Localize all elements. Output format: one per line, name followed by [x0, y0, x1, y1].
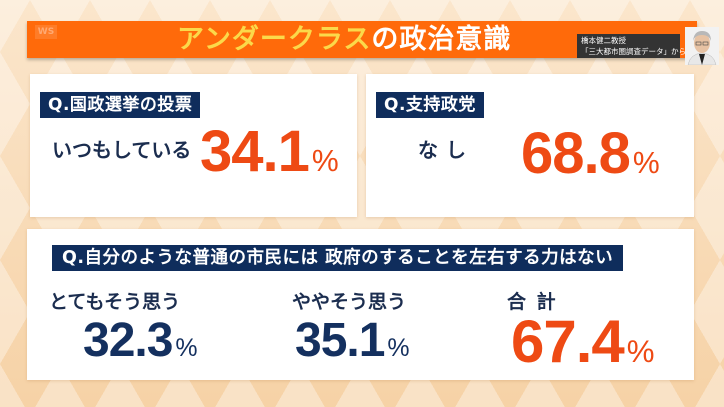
answer-label-somewhat-agree: ややそう思う [292, 291, 407, 313]
question-label: Q.支持政党 [376, 92, 484, 118]
title-accent: アンダークラス [177, 24, 372, 55]
credit-name: 橋本健二教授 [581, 36, 626, 45]
value-number: 32.3 [83, 314, 173, 367]
page-title: アンダークラスの政治意識 [177, 23, 511, 56]
title-banner: WS アンダークラスの政治意識 橋本健二教授 「三大都市圏調査データ」から [27, 21, 719, 65]
question-label: Q.自分のような普通の市民には 政府のすることを左右する力はない [52, 245, 624, 271]
news-logo: WS [35, 25, 57, 39]
percent-sign: % [632, 147, 660, 180]
value-number: 34.1 [200, 119, 310, 184]
source-credit: 橋本健二教授 「三大都市圏調査データ」から [577, 34, 686, 58]
percentage-value: 68.8% [521, 122, 660, 196]
answer-label-total: 合 計 [507, 291, 558, 313]
political-efficacy-panel: Q.自分のような普通の市民には 政府のすることを左右する力はない とてもそう思う… [27, 229, 694, 380]
value-number: 67.4 [511, 308, 625, 375]
percent-sign: % [175, 334, 198, 362]
question-label: Q.国政選挙の投票 [40, 92, 201, 118]
answer-label: いつもしている [52, 138, 192, 162]
title-rest: の政治意識 [371, 24, 512, 55]
value-number: 68.8 [521, 121, 631, 186]
value-number: 35.1 [295, 314, 385, 367]
answer-label-strongly-agree: とてもそう思う [49, 291, 181, 313]
party-support-panel: Q.支持政党 なし 68.8% [366, 74, 694, 217]
credit-source: 「三大都市圏調査データ」から [581, 47, 686, 56]
percent-sign: % [311, 145, 339, 178]
professor-portrait [685, 27, 719, 65]
percent-sign: % [387, 334, 410, 362]
voting-panel: Q.国政選挙の投票 いつもしている 34.1% [30, 74, 357, 217]
percent-sign: % [626, 334, 655, 369]
total-value: 67.4% [511, 309, 655, 385]
somewhat-agree-value: 35.1% [295, 314, 410, 375]
answer-label: なし [418, 138, 474, 162]
percentage-value: 34.1% [200, 120, 339, 194]
strongly-agree-value: 32.3% [83, 314, 198, 375]
